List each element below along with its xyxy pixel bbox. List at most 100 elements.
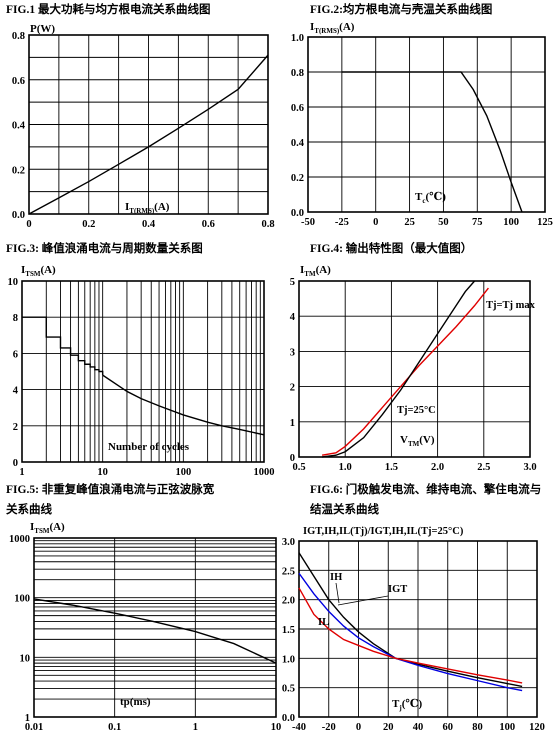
y-tick-label: 2 xyxy=(13,422,18,433)
y-tick-label: 0.0 xyxy=(12,210,25,221)
plot-frame xyxy=(28,34,269,215)
y-tick-label: 5 xyxy=(290,277,295,288)
y-tick-label: 0.6 xyxy=(12,76,25,87)
x-tick-label: 2.0 xyxy=(431,462,444,473)
fig1-chart: FIG.1 最大功耗与均方根电流关系曲线图 0 0.2 0.4 0.6 0.8 0.0 0.2… xyxy=(6,2,275,230)
series-line-0 xyxy=(33,598,277,664)
y-tick-label: 0 xyxy=(290,453,295,464)
x-tick-label: 3.0 xyxy=(523,462,536,473)
y-tick-label: 1.5 xyxy=(282,625,295,636)
y-tick-label: 0.4 xyxy=(12,121,26,132)
chart-title: FIG.1 最大功耗与均方根电流关系曲线图 xyxy=(6,2,210,16)
y-tick-label: 6 xyxy=(13,349,18,360)
y-tick-label: 0.2 xyxy=(12,165,25,176)
x-tick-label: 1000 xyxy=(254,467,275,478)
annotation-tj-max: Tj=Tj max xyxy=(486,300,536,311)
y-tick-label: 0.8 xyxy=(12,31,25,42)
plot-frame xyxy=(307,36,546,213)
y-tick-label: 10 xyxy=(8,277,19,288)
x-axis-label: VTM(V) xyxy=(400,434,435,448)
x-tick-label: 20 xyxy=(383,722,394,733)
series-line-0 xyxy=(28,54,269,215)
series-line-ih xyxy=(298,552,523,688)
plot-frame xyxy=(21,280,265,463)
series-line-0 xyxy=(341,71,523,213)
chart-title: FIG.6: 门极触发电流、维持电流、擎住电流与 xyxy=(310,482,541,496)
y-tick-label: 0.8 xyxy=(291,68,304,79)
series-line-1 xyxy=(102,374,265,436)
y-tick-label: 0.6 xyxy=(291,103,304,114)
y-tick-label: 100 xyxy=(14,594,30,605)
x-tick-label: 0 xyxy=(26,219,31,230)
x-tick-label: 0.4 xyxy=(142,219,156,230)
y-tick-label: 1 xyxy=(290,418,295,429)
chart-title: FIG.5: 非重复峰值浪涌电流与正弦波脉宽 xyxy=(6,482,215,496)
x-tick-label: 1 xyxy=(193,722,198,733)
annotation-igt: IGT xyxy=(388,584,407,595)
chart-title-line2: 关系曲线 xyxy=(6,502,52,516)
x-tick-label: 120 xyxy=(529,722,545,733)
x-tick-label: 60 xyxy=(443,722,454,733)
plot-frame xyxy=(33,537,277,718)
x-tick-label: 1.5 xyxy=(385,462,398,473)
y-tick-label: 0.0 xyxy=(291,208,304,219)
fig2-chart: FIG.2:均方根电流与壳温关系曲线图 -50 -25 0 25 50 75 100 125 0.… xyxy=(291,2,553,228)
series-line-igt xyxy=(298,572,523,692)
x-tick-label: 125 xyxy=(537,217,553,228)
annotation-il: IL xyxy=(318,617,329,628)
y-axis-label: P(W) xyxy=(30,23,55,35)
y-tick-label: 0.2 xyxy=(291,173,304,184)
y-axis-label: ITSM(A) xyxy=(30,521,65,535)
x-axis-label: Tj(℃) xyxy=(392,698,423,712)
x-tick-label: 0 xyxy=(356,722,361,733)
y-tick-label: 3 xyxy=(290,347,295,358)
y-axis-label: ITM(A) xyxy=(300,264,331,278)
series-line-tj-25-c xyxy=(322,280,476,458)
annotation-tj-25: Tj=25°C xyxy=(397,405,436,416)
y-tick-label: 4 xyxy=(13,386,19,397)
x-tick-label: 0.6 xyxy=(202,219,215,230)
chart-title: FIG.2:均方根电流与壳温关系曲线图 xyxy=(310,2,492,16)
x-tick-label: -25 xyxy=(335,217,349,228)
x-tick-label: 100 xyxy=(499,722,515,733)
x-tick-label: 50 xyxy=(438,217,449,228)
series-line-0 xyxy=(22,316,104,376)
x-tick-label: 100 xyxy=(503,217,519,228)
chart-title: FIG.4: 输出特性图（最大值图） xyxy=(310,241,472,255)
y-tick-label: 2.0 xyxy=(282,596,295,607)
x-tick-label: 2.5 xyxy=(477,462,490,473)
y-tick-label: 3.0 xyxy=(282,537,295,548)
plot-frame xyxy=(298,280,531,458)
y-tick-label: 2.5 xyxy=(282,566,295,577)
y-tick-label: 1000 xyxy=(9,534,30,545)
x-tick-label: 0 xyxy=(373,217,378,228)
annotation-ih: IH xyxy=(330,572,342,583)
plot-frame xyxy=(298,540,538,718)
x-tick-label: 1.0 xyxy=(339,462,352,473)
y-tick-label: 10 xyxy=(20,653,31,664)
x-tick-label: 100 xyxy=(175,467,191,478)
x-tick-label: 0.01 xyxy=(25,722,43,733)
x-axis-label: Tc(℃) xyxy=(415,191,446,205)
y-axis-label: IT(RMS)(A) xyxy=(310,21,355,35)
y-axis-label: IGT,IH,IL(Tj)/IGT,IH,IL(Tj=25°C) xyxy=(303,526,464,537)
chart-title: FIG.3: 峰值浪涌电流与周期数量关系图 xyxy=(6,241,203,255)
y-tick-label: 1.0 xyxy=(282,654,295,665)
y-tick-label: 1.0 xyxy=(291,33,304,44)
x-tick-label: 40 xyxy=(413,722,424,733)
y-tick-label: 0.5 xyxy=(282,684,295,695)
x-tick-label: 75 xyxy=(472,217,483,228)
y-tick-label: 8 xyxy=(13,313,18,324)
x-tick-label: 1 xyxy=(19,467,24,478)
y-tick-label: 4 xyxy=(290,312,296,323)
x-tick-label: 0.1 xyxy=(108,722,121,733)
x-tick-label: 80 xyxy=(472,722,483,733)
y-axis-label: ITSM(A) xyxy=(21,264,56,278)
x-tick-label: 0.5 xyxy=(292,462,305,473)
x-tick-label: -40 xyxy=(292,722,306,733)
chart-title-line2: 结温关系曲线 xyxy=(309,502,379,516)
